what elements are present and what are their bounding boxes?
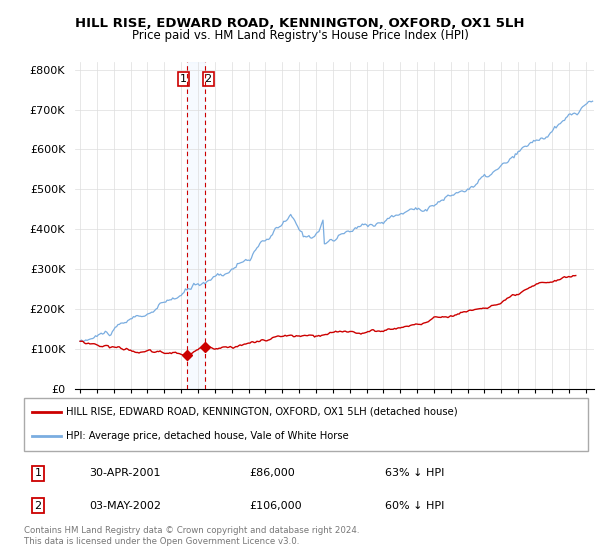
Text: HILL RISE, EDWARD ROAD, KENNINGTON, OXFORD, OX1 5LH (detached house): HILL RISE, EDWARD ROAD, KENNINGTON, OXFO… — [66, 407, 458, 417]
Text: 63% ↓ HPI: 63% ↓ HPI — [385, 468, 445, 478]
FancyBboxPatch shape — [24, 398, 588, 451]
Text: HPI: Average price, detached house, Vale of White Horse: HPI: Average price, detached house, Vale… — [66, 431, 349, 441]
Text: 30-APR-2001: 30-APR-2001 — [89, 468, 160, 478]
Text: HILL RISE, EDWARD ROAD, KENNINGTON, OXFORD, OX1 5LH: HILL RISE, EDWARD ROAD, KENNINGTON, OXFO… — [75, 17, 525, 30]
Text: 2: 2 — [35, 501, 41, 511]
Text: 60% ↓ HPI: 60% ↓ HPI — [385, 501, 445, 511]
Text: £106,000: £106,000 — [250, 501, 302, 511]
Bar — [187, 62, 205, 389]
Text: 1: 1 — [35, 468, 41, 478]
Text: £86,000: £86,000 — [250, 468, 295, 478]
Text: 2: 2 — [205, 73, 212, 83]
Text: 1: 1 — [180, 73, 187, 83]
Text: Contains HM Land Registry data © Crown copyright and database right 2024.
This d: Contains HM Land Registry data © Crown c… — [24, 526, 359, 546]
Text: 03-MAY-2002: 03-MAY-2002 — [89, 501, 161, 511]
Text: Price paid vs. HM Land Registry's House Price Index (HPI): Price paid vs. HM Land Registry's House … — [131, 29, 469, 42]
